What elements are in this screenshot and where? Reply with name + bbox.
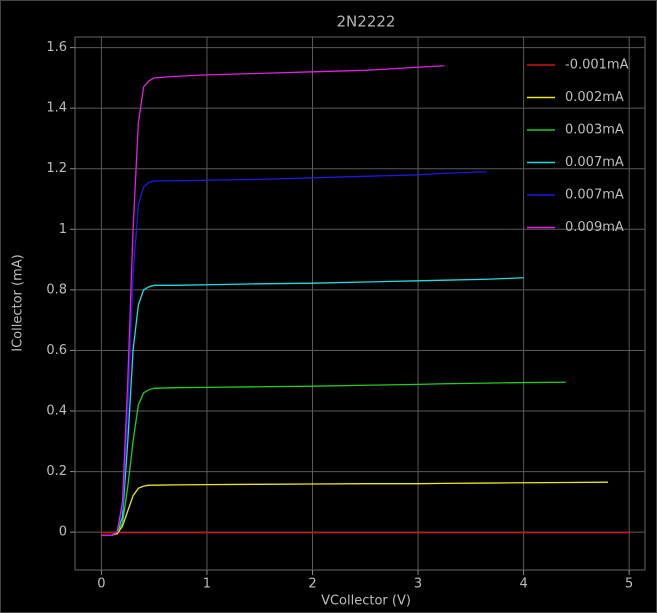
y-tick-label: 1 [59, 222, 67, 237]
y-tick-label: 0.4 [46, 404, 67, 419]
legend-label: 0.003mA [565, 123, 624, 138]
x-tick-label: 1 [203, 577, 211, 592]
y-tick-label: 1.4 [46, 101, 67, 116]
x-tick-label: 3 [414, 577, 422, 592]
x-tick-label: 5 [625, 577, 633, 592]
series-line [101, 481, 609, 536]
legend-label: 0.002mA [565, 90, 624, 105]
x-axis-label: VCollector (V) [321, 594, 411, 609]
x-tick-label: 4 [519, 577, 527, 592]
y-tick-label: 0.2 [46, 464, 67, 479]
x-tick-label: 2 [308, 577, 316, 592]
series-line [101, 381, 566, 536]
x-tick-label: 0 [97, 577, 105, 592]
y-tick-label: 1.2 [46, 161, 67, 176]
legend-label: -0.001mA [565, 58, 629, 73]
legend-label: 0.007mA [565, 155, 624, 170]
y-tick-label: 0 [59, 525, 67, 540]
y-tick-label: 1.6 [46, 40, 67, 55]
series-line [101, 277, 524, 536]
y-axis-label: ICollector (mA) [11, 254, 26, 351]
series-line [101, 65, 445, 536]
y-tick-label: 0.6 [46, 343, 67, 358]
legend-label: 0.007mA [565, 188, 624, 203]
series-line [101, 171, 487, 536]
legend-label: 0.009mA [565, 220, 624, 235]
y-tick-label: 0.8 [46, 282, 67, 297]
plot-area [74, 36, 646, 571]
chart-title: 2N2222 [337, 13, 396, 31]
